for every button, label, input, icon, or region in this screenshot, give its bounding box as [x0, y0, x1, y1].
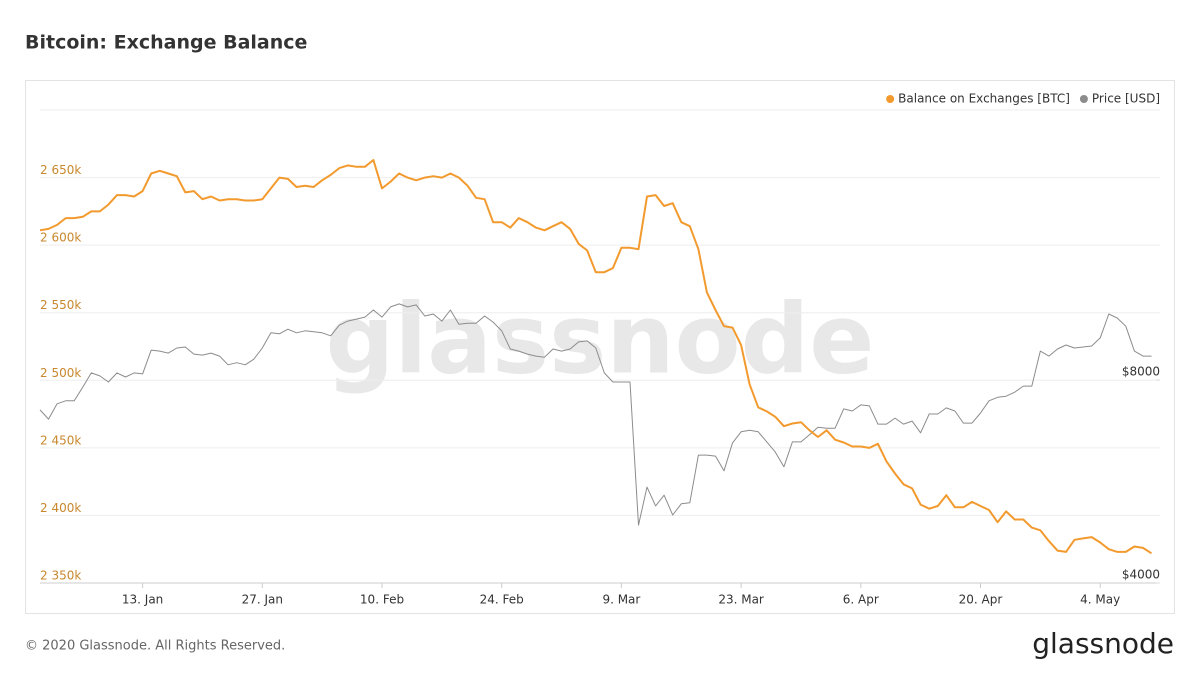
y-tick-label: 2 400k	[40, 501, 81, 515]
watermark: glassnode	[326, 283, 875, 395]
x-tick-label: 23. Mar	[718, 593, 764, 607]
x-tick-label: 9. Mar	[602, 593, 640, 607]
y2-tick-label: $8000	[1122, 364, 1160, 378]
chart-frame	[25, 80, 1175, 614]
footer: © 2020 Glassnode. All Rights Reserved.	[25, 639, 285, 654]
legend-label: Balance on Exchanges [BTC]	[898, 92, 1070, 106]
x-tick-label: 27. Jan	[242, 593, 283, 607]
x-tick-label: 10. Feb	[360, 593, 404, 607]
legend-label: Price [USD]	[1092, 92, 1160, 106]
x-tick-label: 20. Apr	[959, 593, 1003, 607]
x-tick-label: 24. Feb	[480, 593, 524, 607]
brand-logo: glassnode	[1032, 627, 1174, 660]
y-tick-label: 2 450k	[40, 433, 81, 447]
series-line	[39, 159, 1153, 555]
series-line	[39, 303, 1152, 526]
y-tick-label: 2 350k	[40, 569, 81, 583]
y-tick-label: 2 650k	[40, 163, 81, 177]
legend-marker	[1079, 95, 1088, 103]
y-tick-label: 2 600k	[40, 231, 81, 245]
x-tick-label: 6. Apr	[843, 593, 879, 607]
y-tick-label: 2 550k	[40, 298, 81, 312]
x-tick-label: 4. May	[1080, 593, 1120, 607]
y-tick-label: 2 500k	[40, 366, 81, 380]
y2-tick-label: $4000	[1122, 568, 1160, 582]
x-tick-label: 13. Jan	[122, 593, 163, 607]
chart-title: Bitcoin: Exchange Balance	[25, 32, 307, 54]
legend-marker	[886, 95, 895, 103]
